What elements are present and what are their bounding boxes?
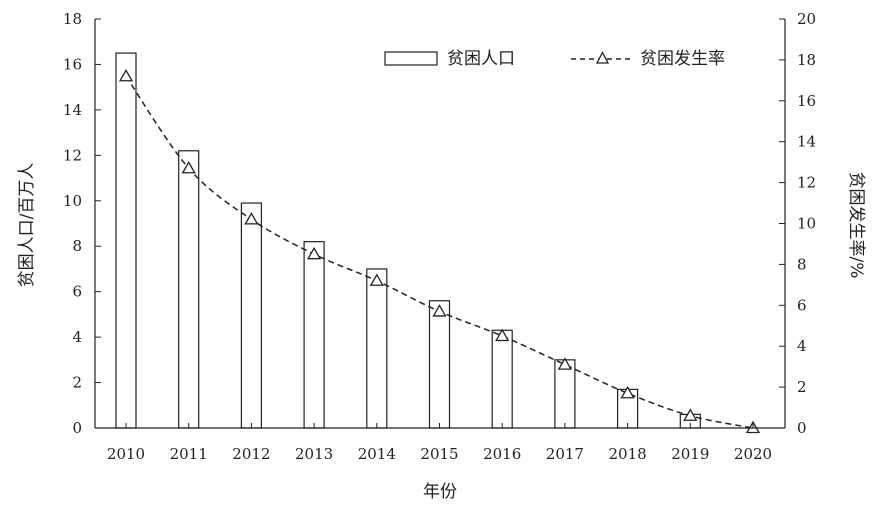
left-y-axis-title: 贫困人口/百万人 <box>17 163 37 288</box>
right-tick-label-8: 8 <box>797 255 807 273</box>
rate-marker-2010 <box>118 68 134 82</box>
bar-2016 <box>491 329 513 429</box>
x-tick-label-2015: 2015 <box>420 445 458 463</box>
rate-marker-2015 <box>432 304 447 317</box>
legend-triangle-marker <box>595 51 610 64</box>
left-tick-label-0: 0 <box>72 419 82 437</box>
x-tick-label-2011: 2011 <box>170 445 208 463</box>
bar-2011 <box>178 150 200 429</box>
x-tick-label-2010: 2010 <box>107 445 145 463</box>
bar-2017 <box>554 359 576 429</box>
left-tick-label-6: 6 <box>72 283 82 301</box>
rate-marker-2012 <box>244 212 259 225</box>
left-tick-label-14: 14 <box>63 101 82 119</box>
x-tick-label-2012: 2012 <box>232 445 270 463</box>
plot-area <box>115 52 761 434</box>
axes: 0 2 4 6 8 10 12 14 16 18 0 2 4 6 8 10 12 14 16 18 20 2010 2011… <box>63 10 816 463</box>
rate-marker-2011 <box>181 160 196 174</box>
bar-2013 <box>303 241 325 429</box>
legend: 贫困人口 贫困发生率 <box>384 49 725 69</box>
legend-bar-swatch <box>384 51 438 66</box>
right-tick-label-0: 0 <box>797 419 807 437</box>
right-tick-label-16: 16 <box>797 92 816 110</box>
x-tick-label-2018: 2018 <box>609 445 647 463</box>
right-tick-label-10: 10 <box>797 215 816 233</box>
rate-marker-2013 <box>306 246 322 260</box>
right-tick-label-20: 20 <box>797 10 816 28</box>
rate-marker-2019 <box>683 408 698 421</box>
right-tick-label-4: 4 <box>797 337 807 355</box>
left-tick-label-4: 4 <box>72 328 82 346</box>
x-tick-label-2016: 2016 <box>483 445 521 463</box>
right-y-axis-title: 贫困发生率/% <box>846 172 866 279</box>
left-tick-label-12: 12 <box>63 146 82 164</box>
left-tick-label-10: 10 <box>63 192 82 210</box>
bar-2014 <box>366 268 388 429</box>
rate-marker-2016 <box>495 328 510 342</box>
left-tick-label-16: 16 <box>63 55 82 73</box>
bar-2015 <box>428 300 451 429</box>
left-tick-label-18: 18 <box>63 10 82 28</box>
left-tick-label-2: 2 <box>72 374 82 392</box>
bar-2010 <box>115 52 137 429</box>
bar-2012 <box>240 202 262 429</box>
x-axis-title: 年份 <box>423 482 457 502</box>
rate-line <box>125 75 754 429</box>
x-tick-label-2020: 2020 <box>734 445 772 463</box>
rate-marker-2017 <box>557 357 573 370</box>
rate-marker-2018 <box>620 385 635 399</box>
rate-marker-2014 <box>369 273 384 286</box>
x-tick-label-2019: 2019 <box>671 445 709 463</box>
legend-line-label: 贫困发生率 <box>640 49 725 69</box>
right-tick-label-12: 12 <box>797 174 816 192</box>
right-tick-label-6: 6 <box>797 296 807 314</box>
legend-bar-label: 贫困人口 <box>447 49 515 69</box>
right-tick-label-2: 2 <box>797 378 807 396</box>
right-tick-label-18: 18 <box>797 51 816 69</box>
right-tick-label-14: 14 <box>797 133 816 151</box>
left-tick-label-8: 8 <box>72 237 82 255</box>
x-tick-label-2014: 2014 <box>358 445 396 463</box>
x-tick-label-2013: 2013 <box>295 445 333 463</box>
x-tick-label-2017: 2017 <box>546 445 584 463</box>
